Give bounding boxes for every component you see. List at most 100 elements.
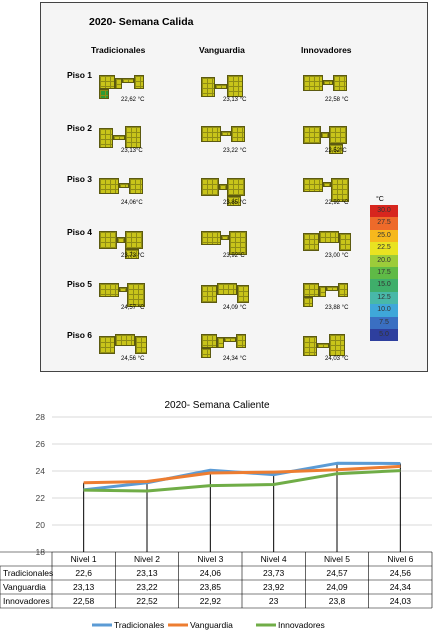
floor-plan-block: [201, 231, 221, 245]
floor-plan-block: [231, 126, 245, 142]
data-label: 24,03: [390, 596, 412, 606]
table-row-header: Tradicionales: [3, 568, 53, 578]
legend-color-step: 25.0: [370, 229, 398, 243]
floor-plan-block: [236, 334, 246, 348]
data-label: 24,56: [390, 568, 412, 578]
floor-plan-block: [113, 135, 125, 140]
floor-plan-block: [201, 77, 215, 97]
floor-plan-block: [323, 182, 331, 187]
floor-plan-block: [125, 249, 139, 259]
legend-label: Vanguardia: [190, 620, 233, 630]
floor-plan-block: [201, 178, 219, 196]
floor-plan-block: [99, 178, 119, 194]
y-tick-label: 24: [36, 466, 46, 476]
floor-plan-block: [125, 126, 141, 148]
floor-plan-block: [317, 343, 329, 348]
floor-plan-block: [135, 336, 147, 354]
data-label: 24,57: [326, 568, 348, 578]
legend-color-step: 5.0: [370, 329, 398, 342]
floor-plan-block: [303, 233, 319, 251]
y-tick-label: 26: [36, 439, 46, 449]
floor-plan-block: [119, 287, 127, 292]
floor-plan-block: [329, 144, 343, 154]
floor-plan-block: [217, 337, 224, 348]
column-header-innovadores: Innovadores: [301, 45, 352, 55]
temperature-label: 22,58 °C: [325, 97, 349, 103]
temperature-label: 23,13°C: [121, 148, 143, 154]
chart-title: 2020- Semana Caliente: [164, 400, 270, 411]
floor-plan-block: [115, 334, 135, 346]
temperature-label: 24,57 °C: [121, 305, 145, 311]
data-label: 22,58: [73, 596, 95, 606]
floor-plan-block: [303, 336, 317, 356]
floor-plan-block: [319, 286, 326, 297]
floor-plan-block: [323, 80, 333, 85]
floor-plan-block: [99, 128, 113, 148]
floor-plan-block: [99, 336, 115, 354]
floor-plan-block: [201, 285, 217, 303]
legend-unit: °C: [376, 196, 384, 203]
data-label: 23,22: [136, 582, 158, 592]
temperature-label: 23,00 °C: [325, 253, 349, 259]
column-header-tradicionales: Tradicionales: [91, 45, 146, 55]
floor-plan-block: [119, 183, 129, 188]
floor-plan-block: [201, 126, 221, 142]
floor-plan-block: [338, 283, 348, 297]
floor-plan-block: [115, 78, 122, 89]
floor-plan-block: [219, 184, 227, 190]
floor-plan-block: [122, 78, 134, 83]
data-label: 23,92: [263, 582, 285, 592]
x-tick-label: Nivel 5: [324, 554, 350, 564]
floor-plan-block: [331, 178, 349, 202]
floor-plan-block: [99, 89, 109, 99]
temperature-label: 23,73 °C: [121, 253, 145, 259]
temperature-label: 24,56 °C: [121, 356, 145, 362]
data-label: 24,09: [326, 582, 348, 592]
data-label: 23,8: [329, 596, 346, 606]
column-header-vanguardia: Vanguardia: [199, 45, 245, 55]
floor-plan-block: [224, 337, 236, 342]
line-chart: 2020- Semana Caliente 18 20 22 24 26 28 Nivel 1…: [0, 392, 435, 639]
legend-label: Innovadores: [278, 620, 325, 630]
temperature-label: 24,34 °C: [223, 356, 247, 362]
temperature-label: 24,03 °C: [325, 356, 349, 362]
floor-plan-block: [99, 75, 115, 89]
x-tick-label: Nivel 2: [134, 554, 160, 564]
floor-plan-block: [339, 233, 351, 251]
heatmap-figure: 2020- Semana Calida Tradicionales Vangua…: [40, 2, 428, 372]
temperature-label: 23,13 °C: [223, 97, 247, 103]
floor-plan-block: [125, 231, 143, 249]
y-tick-label: 20: [36, 520, 46, 530]
temperature-label: 22,62 °C: [121, 97, 145, 103]
data-label: 22,52: [136, 596, 158, 606]
temperature-label: 24,09 °C: [223, 305, 247, 311]
data-label: 24,06: [200, 568, 222, 578]
y-tick-label: 28: [36, 412, 46, 422]
legend-color-step: 22.5: [370, 242, 398, 255]
floor-plan-block: [229, 231, 247, 255]
series-line-vanguardia: [83, 464, 401, 485]
floor-plan-block: [227, 196, 241, 206]
row-label-piso-3: Piso 3: [67, 174, 93, 184]
data-label: 23,13: [73, 582, 95, 592]
data-label: 22,6: [75, 568, 92, 578]
temperature-label: 22,92 °C: [325, 200, 349, 206]
data-label: 23,85: [200, 582, 222, 592]
legend-color-step: 27.5: [370, 217, 398, 230]
legend-color-step: 7.5: [370, 316, 398, 329]
table-row-header: Vanguardia: [3, 582, 46, 592]
floor-plan-block: [303, 126, 321, 144]
legend-color-step: 12.5: [370, 291, 398, 305]
y-tick-label: 22: [36, 493, 46, 503]
heatmap-title: 2020- Semana Calida: [89, 16, 194, 28]
table-row-header: Innovadores: [3, 596, 50, 606]
temperature-label: 23,92°C: [223, 253, 245, 259]
floor-plan-block: [127, 283, 145, 307]
data-label: 23,13: [136, 568, 158, 578]
legend-label: Tradicionales: [114, 620, 164, 630]
floor-plan-block: [215, 84, 227, 89]
floor-plan-block: [321, 132, 329, 138]
temperature-label: 23,85 °C: [223, 200, 247, 206]
temperature-label: 23,22 °C: [223, 148, 247, 154]
x-tick-label: Nivel 3: [197, 554, 223, 564]
